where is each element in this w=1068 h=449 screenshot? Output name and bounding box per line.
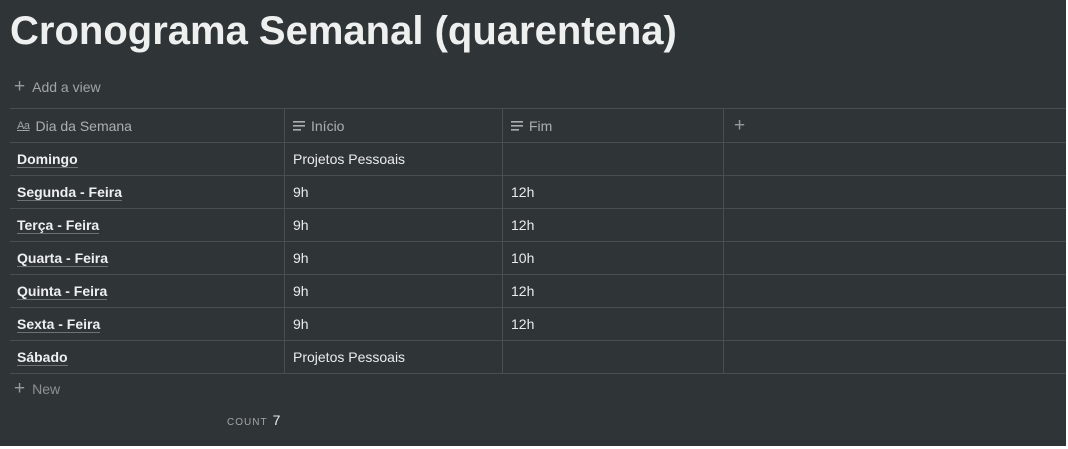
cell-inicio[interactable]: Projetos Pessoais	[284, 341, 502, 373]
count-value: 7	[272, 412, 281, 428]
plus-icon: +	[734, 114, 746, 136]
count-label: COUNT	[227, 417, 268, 428]
cell-empty	[723, 209, 1066, 241]
cell-dia-text: Quarta - Feira	[17, 249, 109, 267]
table-row[interactable]: Terça - Feira 9h 12h	[10, 209, 1066, 242]
cell-fim[interactable]: 12h	[502, 209, 723, 241]
text-lines-icon	[293, 120, 305, 131]
cell-empty	[723, 176, 1066, 208]
title-aa-icon: Aa	[17, 119, 30, 132]
column-header-label: Início	[311, 117, 345, 134]
count-calculation[interactable]: COUNT 7	[227, 412, 280, 428]
table-row[interactable]: Quarta - Feira 9h 10h	[10, 242, 1066, 275]
cell-inicio[interactable]: 9h	[284, 176, 502, 208]
cell-fim[interactable]: 12h	[502, 308, 723, 340]
cell-empty	[723, 341, 1066, 373]
cell-dia[interactable]: Terça - Feira	[10, 209, 284, 241]
page-title[interactable]: Cronograma Semanal (quarentena)	[10, 9, 677, 53]
table-row[interactable]: Sábado Projetos Pessoais	[10, 341, 1066, 374]
column-header-label: Fim	[529, 117, 553, 134]
add-property-button[interactable]: +	[723, 109, 1066, 142]
cell-dia[interactable]: Sábado	[10, 341, 284, 373]
cell-inicio[interactable]: Projetos Pessoais	[284, 143, 502, 175]
text-lines-icon	[511, 120, 523, 131]
column-header-label: Dia da Semana	[35, 117, 132, 134]
table-row[interactable]: Domingo Projetos Pessoais	[10, 143, 1066, 176]
cell-inicio[interactable]: 9h	[284, 275, 502, 307]
cell-inicio[interactable]: 9h	[284, 242, 502, 274]
new-row-button[interactable]: + New	[14, 378, 60, 400]
cell-dia-text: Sábado	[17, 348, 68, 366]
column-header-dia-da-semana[interactable]: Aa Dia da Semana	[10, 109, 284, 142]
plus-icon: +	[14, 378, 26, 399]
cell-inicio[interactable]: 9h	[284, 308, 502, 340]
table-row[interactable]: Sexta - Feira 9h 12h	[10, 308, 1066, 341]
cell-fim[interactable]: 12h	[502, 176, 723, 208]
cell-dia-text: Domingo	[17, 150, 78, 168]
table-header-row: Aa Dia da Semana Início Fim +	[10, 108, 1066, 143]
column-header-fim[interactable]: Fim	[502, 109, 723, 142]
table-row[interactable]: Segunda - Feira 9h 12h	[10, 176, 1066, 209]
add-view-label: Add a view	[32, 79, 101, 95]
cell-fim[interactable]	[502, 143, 723, 175]
cell-dia[interactable]: Segunda - Feira	[10, 176, 284, 208]
cell-dia[interactable]: Sexta - Feira	[10, 308, 284, 340]
cell-dia-text: Terça - Feira	[17, 216, 100, 234]
cell-empty	[723, 308, 1066, 340]
cell-inicio[interactable]: 9h	[284, 209, 502, 241]
cell-empty	[723, 275, 1066, 307]
cell-dia-text: Segunda - Feira	[17, 183, 123, 201]
new-row-label: New	[32, 381, 61, 397]
database-table: Aa Dia da Semana Início Fim + Domingo	[10, 108, 1066, 374]
cell-empty	[723, 242, 1066, 274]
add-view-button[interactable]: + Add a view	[14, 76, 101, 98]
cell-empty	[723, 143, 1066, 175]
plus-icon: +	[14, 76, 26, 97]
cell-dia[interactable]: Domingo	[10, 143, 284, 175]
cell-fim[interactable]	[502, 341, 723, 373]
cell-dia-text: Quinta - Feira	[17, 282, 108, 300]
cell-dia[interactable]: Quarta - Feira	[10, 242, 284, 274]
column-header-inicio[interactable]: Início	[284, 109, 502, 142]
cell-dia[interactable]: Quinta - Feira	[10, 275, 284, 307]
cell-fim[interactable]: 10h	[502, 242, 723, 274]
cell-fim[interactable]: 12h	[502, 275, 723, 307]
cell-dia-text: Sexta - Feira	[17, 315, 101, 333]
table-row[interactable]: Quinta - Feira 9h 12h	[10, 275, 1066, 308]
